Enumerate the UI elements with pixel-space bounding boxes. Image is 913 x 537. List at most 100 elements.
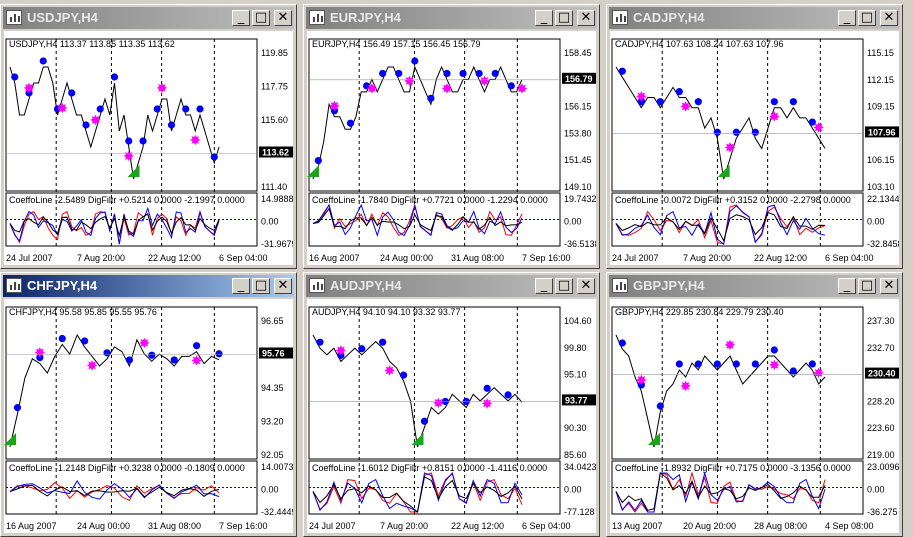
star-marker: ✸ [635, 90, 647, 106]
indicator-line-coeff [9, 480, 220, 500]
close-button[interactable]: ✕ [880, 10, 898, 26]
chart-window-gbpjpy[interactable]: GBPJPY,H4 _ □ ✕ ✸ ✸ ✸ ✸ ✸ GBPJPY,H4 229.85 23… [606, 272, 903, 537]
minimize-button[interactable]: _ [535, 278, 553, 294]
indicator-line-coeff [312, 203, 523, 237]
window-titlebar[interactable]: EURJPY,H4 _ □ ✕ [306, 7, 597, 29]
current-price: 95.76 [262, 349, 285, 359]
minimize-button[interactable]: _ [838, 278, 856, 294]
chart-window-cadjpy[interactable]: CADJPY,H4 _ □ ✕ ✸ ✸ ✸ ✸ ✸ CADJPY,H4 107.63 10… [606, 4, 903, 269]
signal-dot [110, 73, 119, 81]
minimize-button[interactable]: _ [232, 278, 250, 294]
maximize-button[interactable]: □ [252, 278, 270, 294]
signal-dot [346, 119, 355, 127]
chart-app-icon [612, 10, 628, 25]
star-marker: ✸ [813, 120, 825, 136]
current-price-tag [562, 72, 596, 84]
price-tick: 115.60 [261, 115, 288, 125]
signal-dot [167, 121, 176, 129]
signal-dot [483, 384, 491, 392]
signal-dot [314, 156, 322, 165]
window-title: AUDJPY,H4 [330, 278, 402, 293]
window-titlebar[interactable]: CADJPY,H4 _ □ ✕ [609, 7, 900, 29]
signal-dot [215, 350, 223, 358]
minimize-button[interactable]: _ [838, 10, 856, 26]
price-line [312, 334, 523, 448]
time-tick: 22 Aug 12:00 [148, 253, 201, 263]
signal-dot [789, 98, 797, 106]
chart-window-audjpy[interactable]: AUDJPY,H4 _ □ ✕ ✸ ✸ ✸ ✸ AUDJPY,H4 94.10 94.1… [303, 272, 600, 537]
signal-dot [694, 98, 702, 106]
close-button[interactable]: ✕ [274, 10, 292, 26]
signal-dot [58, 334, 66, 343]
maximize-button[interactable]: □ [858, 10, 876, 26]
signal-dot [713, 128, 721, 136]
signal-dot [103, 349, 111, 357]
indicator-label: CoeffoLine -1.7840 DigFiltr +0.7721 0.00… [312, 195, 548, 205]
price-chart: ✸ ✸ ✸ ✸ ✸ ✸ USDJPY,H4 113.37 113.85 113.35 113… [5, 38, 293, 263]
indicator-label: CoeffoLine -1.2148 DigFiltr +0.3238 0.00… [9, 463, 245, 473]
price-tick: 153.80 [564, 128, 592, 138]
indicator-tick: -77.128 [564, 507, 595, 517]
chart-content: ✸ ✸ ✸ ✸ AUDJPY,H4 94.10 94.10 93.32 93.77 104… [307, 299, 596, 533]
signal-dot [36, 353, 44, 362]
price-tick: 151.45 [564, 155, 592, 165]
close-button[interactable]: ✕ [880, 278, 898, 294]
time-tick: 4 Sep 08:00 [825, 521, 874, 531]
arrow-marker [411, 433, 424, 445]
signal-dot [427, 94, 435, 102]
star-marker: ✸ [481, 396, 493, 412]
star-marker: ✸ [724, 141, 736, 157]
maximize-button[interactable]: □ [252, 10, 270, 26]
maximize-button[interactable]: □ [858, 278, 876, 294]
window-titlebar[interactable]: AUDJPY,H4 _ □ ✕ [306, 275, 597, 297]
signal-dot [491, 69, 499, 78]
price-chart: ✸ ✸ ✸ ✸ ✸ ✸ EURJPY,H4 156.49 157.15 156.45 156… [307, 38, 596, 263]
current-price: 156.79 [565, 74, 593, 84]
signal-dot [656, 402, 664, 410]
close-button[interactable]: ✕ [274, 278, 292, 294]
price-tick: 90.30 [564, 423, 587, 433]
indicator-tick: -31.9679 [261, 239, 293, 249]
window-title: CADJPY,H4 [633, 10, 705, 25]
price-chart: ✸ ✸ ✸ ✸ CHFJPY,H4 95.58 95.85 95.55 95.76 96.… [4, 306, 293, 531]
close-button[interactable]: ✕ [577, 278, 595, 294]
maximize-button[interactable]: □ [555, 278, 573, 294]
current-price-tag [562, 394, 596, 406]
close-button[interactable]: ✕ [577, 10, 595, 26]
window-titlebar[interactable]: USDJPY,H4 _ □ ✕ [3, 7, 294, 29]
signal-dot [694, 360, 702, 368]
indicator-label: CoeffoLine -1.6012 DigFiltr +0.8151 0.00… [312, 463, 547, 473]
price-tick: 85.60 [564, 450, 587, 460]
minimize-button[interactable]: _ [535, 10, 553, 26]
signal-dot [507, 82, 515, 90]
price-tick: 109.15 [867, 102, 895, 112]
time-tick: 6 Sep 04:00 [522, 521, 571, 531]
signal-dot [459, 69, 467, 78]
window-titlebar[interactable]: CHFJPY,H4 _ □ ✕ [3, 275, 294, 297]
chart-window-chfjpy[interactable]: CHFJPY,H4 _ □ ✕ ✸ ✸ ✸ ✸ CHFJPY,H4 95.58 95.8… [0, 272, 297, 537]
chart-window-usdjpy[interactable]: USDJPY,H4 _ □ ✕ ✸ ✸ ✸ ✸ ✸ ✸ USDJPY,H4 113.37 1… [0, 4, 297, 269]
time-tick: 7 Sep 16:00 [219, 521, 268, 531]
star-marker: ✸ [635, 373, 647, 389]
symbol-info: USDJPY,H4 113.37 113.85 113.35 113.62 [9, 39, 175, 49]
price-tick: 112.15 [867, 75, 894, 85]
signal-dot [637, 381, 645, 389]
signal-dot [68, 89, 76, 97]
indicator-tick: 0.00 [261, 217, 279, 227]
signal-dot [443, 69, 451, 78]
chart-content: ✸ ✸ ✸ ✸ ✸ CADJPY,H4 107.63 108.24 107.63 107.… [610, 31, 899, 265]
chart-window-eurjpy[interactable]: EURJPY,H4 _ □ ✕ ✸ ✸ ✸ ✸ ✸ ✸ EURJPY,H4 156.49 1… [303, 4, 600, 269]
window-titlebar[interactable]: GBPJPY,H4 _ □ ✕ [609, 275, 900, 297]
star-marker: ✸ [680, 379, 692, 395]
price-tick: 106.15 [867, 155, 895, 165]
indicator-line-coeff [615, 204, 826, 245]
price-line [9, 333, 220, 448]
price-tick: 115.15 [867, 48, 894, 58]
price-chart: ✸ ✸ ✸ ✸ AUDJPY,H4 94.10 94.10 93.32 93.77 104… [308, 306, 596, 531]
star-marker: ✸ [680, 100, 692, 116]
signal-dot [316, 338, 324, 346]
signal-dot [675, 87, 683, 96]
maximize-button[interactable]: □ [555, 10, 573, 26]
minimize-button[interactable]: _ [232, 10, 250, 26]
signal-dot [25, 89, 33, 97]
